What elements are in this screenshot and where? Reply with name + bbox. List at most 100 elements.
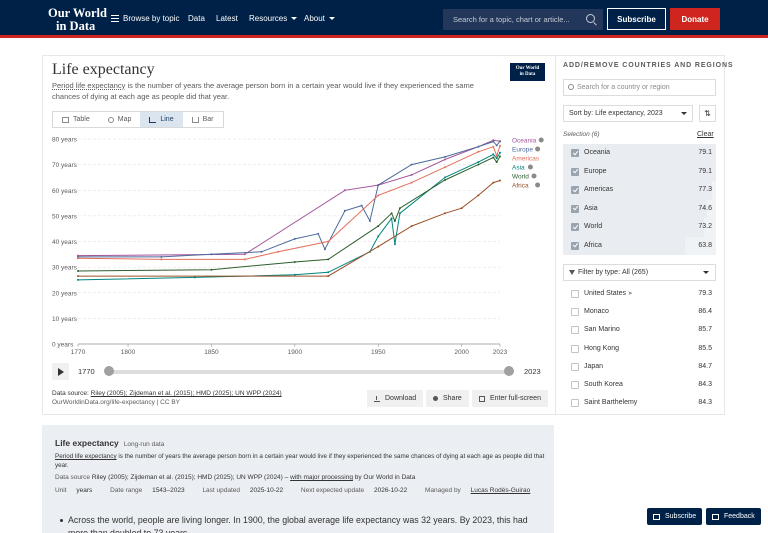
info-icon[interactable] [527,164,533,170]
selection-count: Selection (6) [563,131,600,138]
entity-row[interactable]: Japan 84.7 [563,358,716,377]
entity-row[interactable]: United States ➤ 79.3 [563,285,716,304]
checkbox-icon[interactable] [571,326,579,335]
owid-badge-logo[interactable]: Our World in Data [510,63,545,81]
floating-subscribe-button[interactable]: Subscribe [647,508,703,525]
browse-by-topic-menu[interactable]: Browse by topic [111,14,179,24]
info-definition-link[interactable]: Period life expectancy [55,453,117,460]
subscribe-button[interactable]: Subscribe [607,8,666,30]
timeline-start-handle[interactable] [104,366,114,376]
legend-label-world[interactable]: World [512,174,529,181]
checkbox-icon[interactable] [571,381,579,389]
checkbox-checked-icon[interactable] [571,204,579,213]
country-search-input[interactable]: Search for a country or region [563,79,716,96]
entity-name: United States ➤ [584,290,633,297]
entity-row[interactable]: San Marino 85.7 [563,321,716,340]
entity-name: Japan [584,362,604,370]
selected-entity-row[interactable]: Asia 74.6 [563,199,716,218]
subtitle-text: is the number of years the average perso… [52,81,474,101]
series-line-oceania[interactable] [77,139,501,257]
sort-direction-button[interactable]: ⇅ [699,105,716,122]
checkbox-icon[interactable] [571,399,579,408]
info-metadata: Unit years Date range 1543–2023 Last upd… [55,487,546,494]
checkbox-icon[interactable] [571,362,579,371]
checkbox-checked-icon[interactable] [571,186,579,194]
entity-name: World [584,223,603,230]
tab-label: Bar [202,116,214,123]
nav-resources-menu[interactable]: Resources [249,14,298,24]
timeline-track[interactable] [107,370,511,374]
data-point-asia [193,276,196,279]
search-icon[interactable] [586,14,595,23]
data-point-asia [477,161,480,164]
source-url[interactable]: OurWorldinData.org/life-expectancy [52,399,155,406]
selected-entity-row[interactable]: Oceania 79.1 [563,144,716,163]
source-link[interactable]: Riley (2005); Zijdeman et al. (2015); HM… [90,390,282,397]
entity-row[interactable]: Monaco 86.4 [563,303,716,322]
data-point-europe [495,144,498,147]
legend-label-americas[interactable]: Americas [512,156,540,163]
license-label: | CC BY [156,399,181,406]
nav-latest-link[interactable]: Latest [216,14,238,23]
checkbox-checked-icon[interactable] [571,241,579,250]
checkbox-icon[interactable] [571,308,579,317]
selected-entity-row[interactable]: Europe 79.1 [563,162,716,181]
legend-label-africa[interactable]: Africa [512,183,529,190]
series-line-africa[interactable] [78,180,501,277]
tab-map[interactable]: Map [99,112,141,127]
checkbox-icon[interactable] [571,344,579,353]
data-point-africa [444,212,446,215]
play-button[interactable] [52,363,69,380]
selected-entity-row[interactable]: Africa 63.8 [563,236,716,255]
entity-row[interactable]: South Korea 84.3 [563,376,716,395]
sort-by-dropdown[interactable]: Sort by: Life expectancy, 2023 [563,105,693,122]
checkbox-checked-icon[interactable] [571,223,579,231]
checkbox-icon[interactable] [571,290,579,298]
filter-value: All (265) [621,269,649,276]
clear-selection-button[interactable]: Clear [697,131,714,138]
data-point-europe [317,232,320,235]
legend-label-asia[interactable]: Asia [512,165,525,172]
series-line-americas[interactable] [77,145,501,260]
data-point-europe [210,253,213,256]
legend-label-europe[interactable]: Europe [512,147,533,154]
owid-logo[interactable]: Our World in Data [48,7,107,32]
processing-link[interactable]: with major processing [290,474,353,481]
globe-icon [107,116,114,123]
donate-button[interactable]: Donate [670,8,720,30]
series-line-asia[interactable] [77,152,501,281]
floating-subscribe-label: Subscribe [665,513,697,520]
checkbox-checked-icon[interactable] [571,167,579,176]
site-search-input[interactable]: Search for a topic, chart or article... [443,9,603,30]
chevron-down-icon [328,17,335,20]
info-icon[interactable] [538,137,544,143]
feedback-button[interactable]: Feedback [706,508,761,525]
data-point-asia [393,243,396,246]
subtitle-definition-link[interactable]: Period life expectancy [52,81,126,90]
timeline-end-handle[interactable] [504,366,514,376]
managed-by-link[interactable]: Lucas Rodés-Guirao [470,487,531,494]
share-button[interactable]: Share [426,390,469,407]
download-button[interactable]: Download [367,390,424,407]
tab-table[interactable]: Table [53,112,99,127]
series-line-world[interactable] [77,156,501,272]
unit-value: years [76,487,93,494]
series-line-europe[interactable] [78,140,501,258]
checkbox-checked-icon[interactable] [571,149,579,157]
entity-row[interactable]: Hong Kong 85.5 [563,340,716,359]
selected-entity-row[interactable]: Americas 77.3 [563,181,716,200]
info-icon[interactable] [535,146,541,152]
info-icon[interactable] [531,173,537,179]
tab-line[interactable]: Line [140,112,183,127]
entity-row[interactable]: Saint Barthelemy 84.3 [563,394,716,413]
selected-entity-row[interactable]: World 73.2 [563,218,716,237]
tab-bar[interactable]: Bar [183,112,223,127]
fullscreen-button[interactable]: Enter full-screen [472,390,548,407]
info-icon[interactable] [535,182,541,188]
nav-data-link[interactable]: Data [188,14,205,23]
legend-label-oceania[interactable]: Oceania [512,138,537,145]
entity-value: 85.5 [698,344,712,352]
nav-about-menu[interactable]: About [304,14,335,24]
filter-by-type-dropdown[interactable]: Filter by type: All (265) [563,264,716,281]
